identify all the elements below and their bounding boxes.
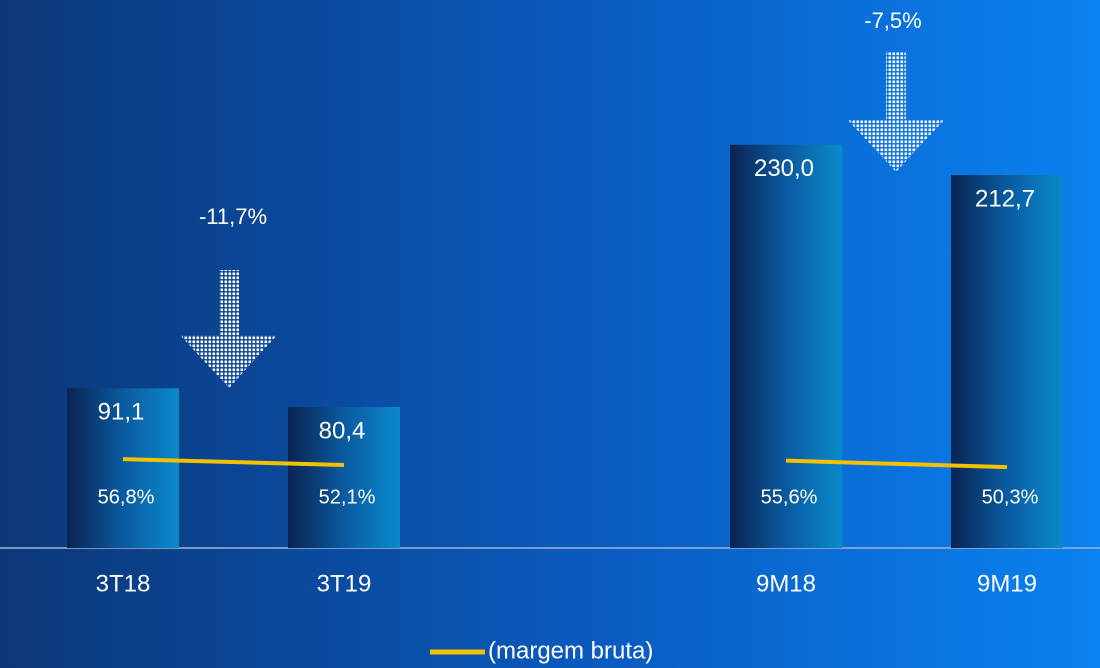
data-label: 91,1 [98, 399, 145, 426]
x-tick-label: 3T18 [96, 570, 151, 597]
data-label: 212,7 [975, 185, 1035, 212]
margin-label: 56,8% [98, 486, 155, 508]
margin-line [122, 457, 345, 467]
bar [67, 388, 179, 548]
margin-label: 52,1% [319, 486, 376, 508]
down-arrow [180, 270, 277, 388]
margin-label: 50,3% [982, 486, 1039, 508]
data-label: 230,0 [754, 155, 814, 182]
margin-label: 55,6% [761, 486, 818, 508]
bar [288, 407, 400, 548]
data-label: 80,4 [319, 417, 366, 444]
x-tick-label: 9M19 [977, 570, 1037, 597]
annotation: -7,5% [864, 8, 921, 33]
bar [951, 175, 1063, 549]
annotation: -11,7% [199, 204, 267, 229]
x-tick-label: 9M18 [756, 570, 816, 597]
legend-label: (margem bruta) [488, 637, 653, 664]
down-arrow [848, 52, 944, 172]
margin-line [785, 458, 1008, 470]
bar [730, 144, 842, 548]
x-tick-label: 3T19 [317, 570, 372, 597]
